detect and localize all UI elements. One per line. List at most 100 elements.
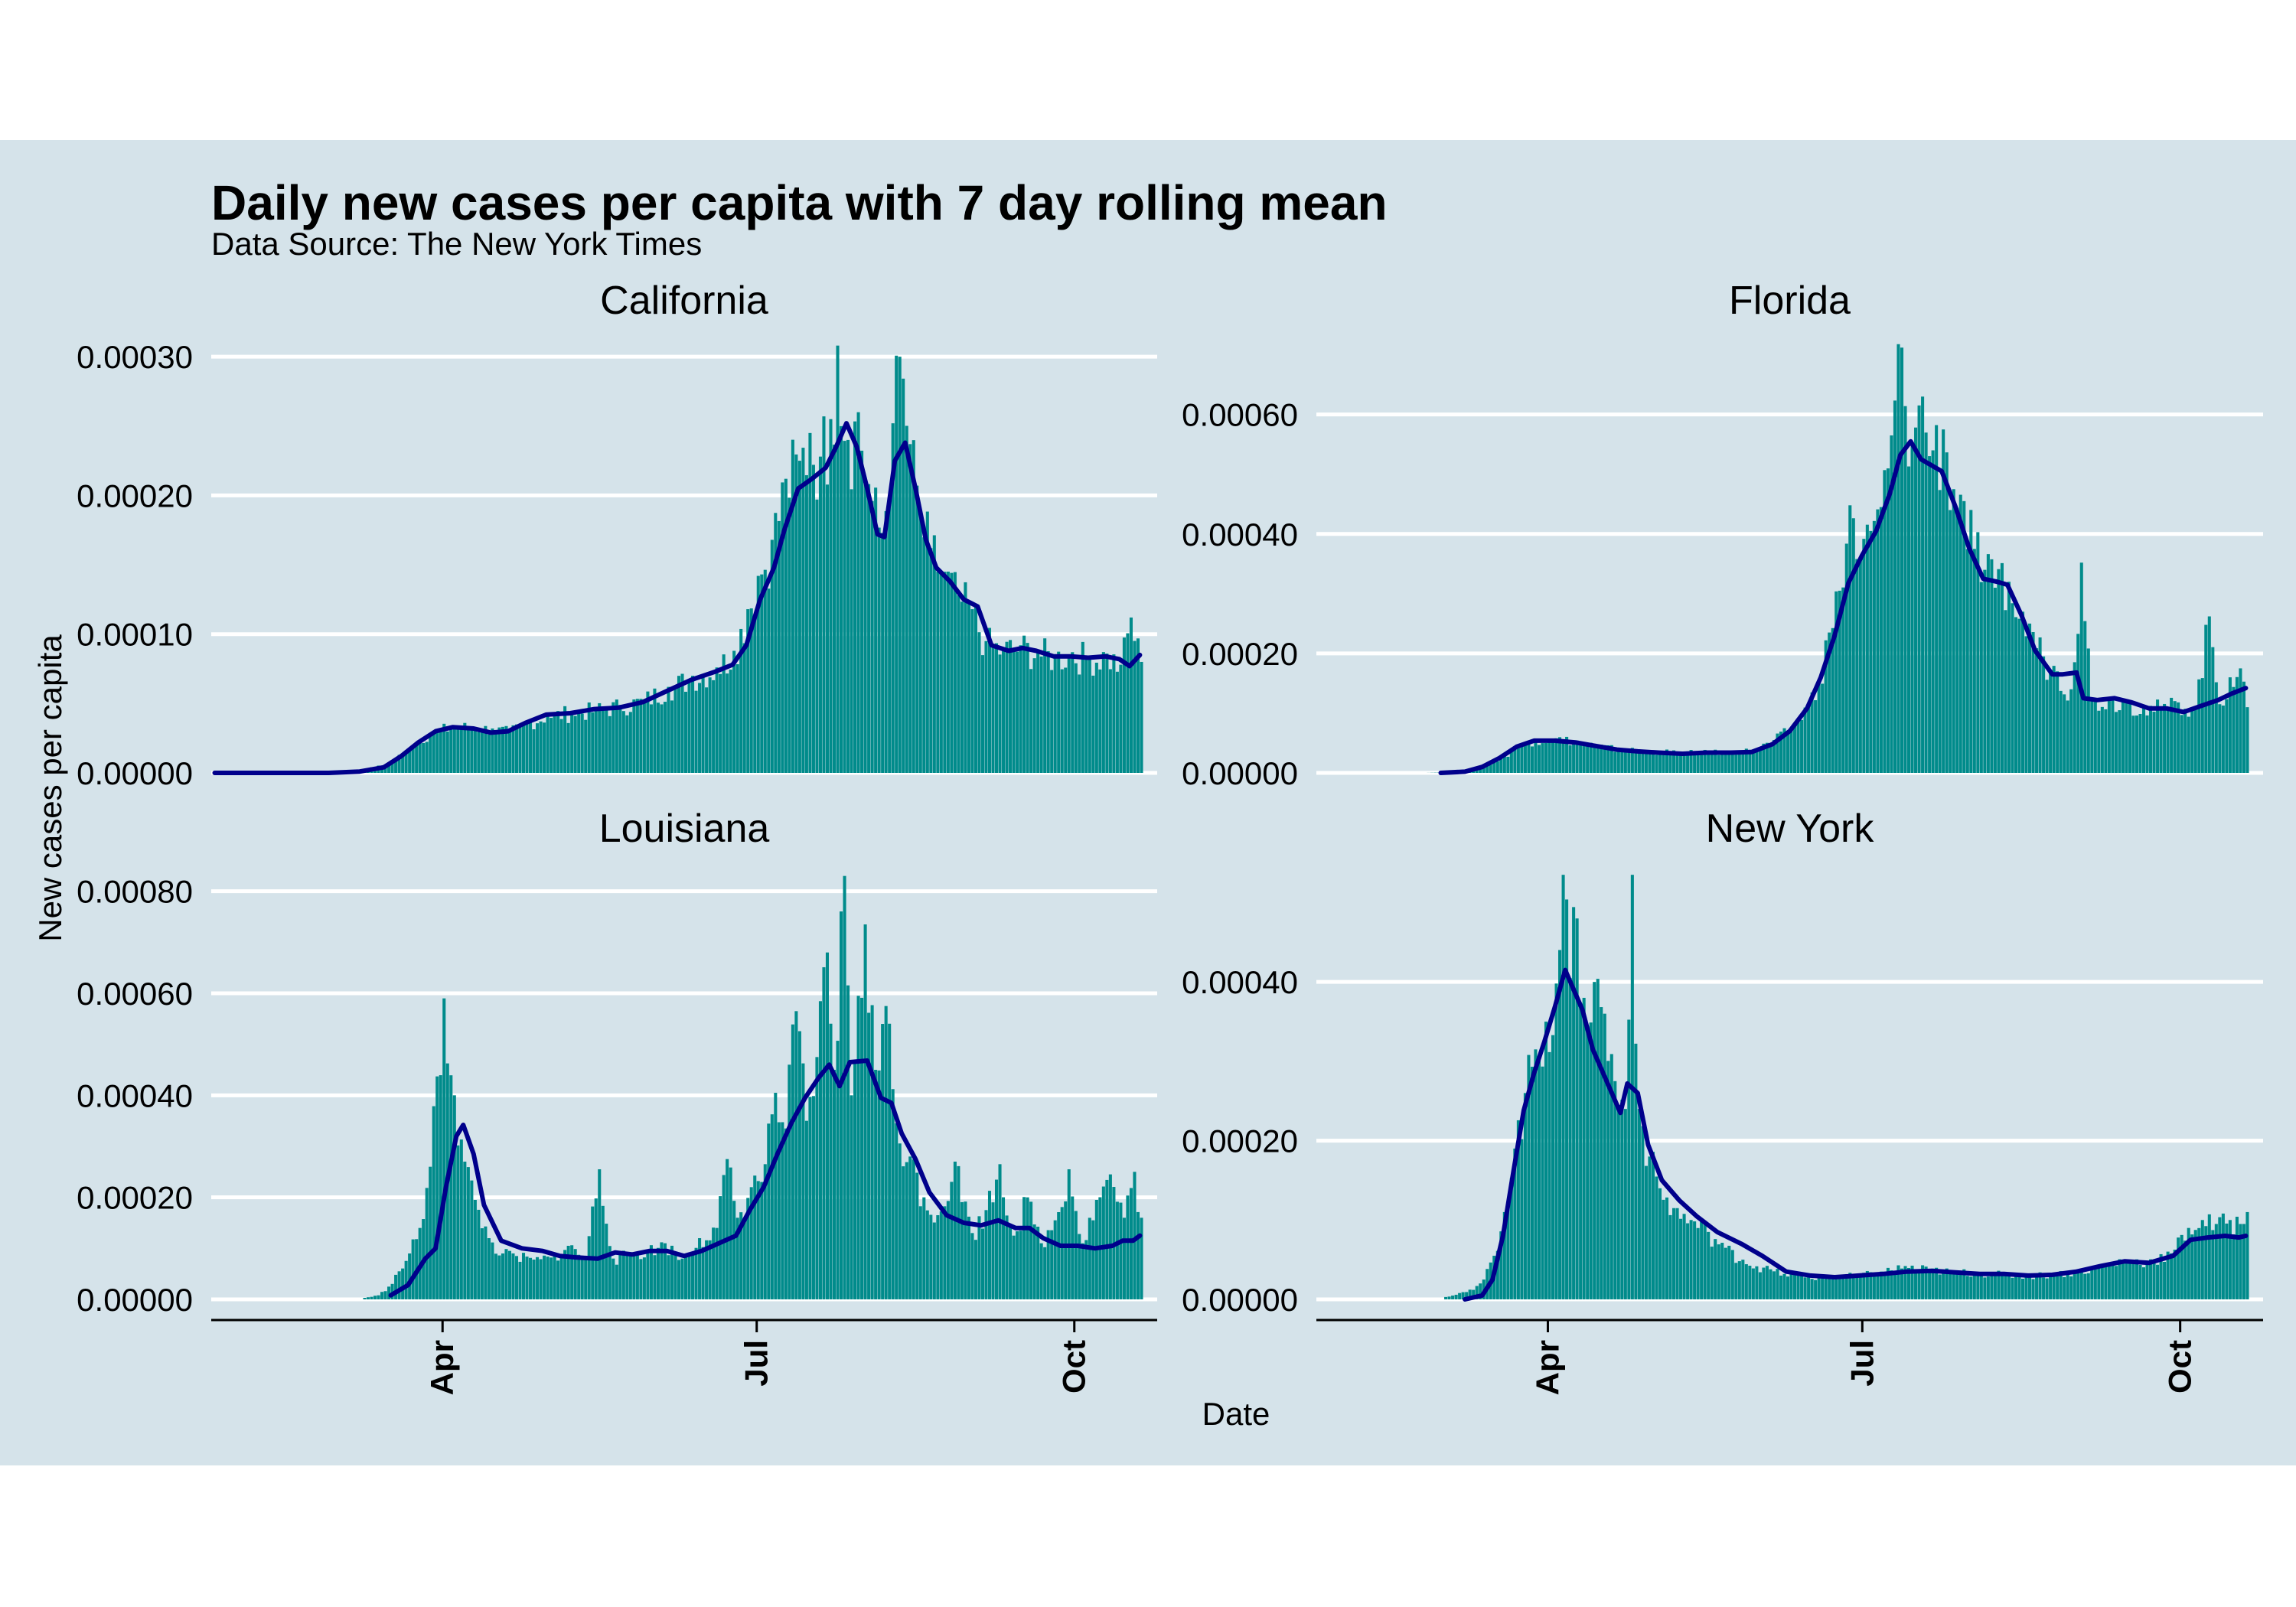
bar-louisiana xyxy=(525,1257,529,1299)
bar-california xyxy=(1019,645,1022,773)
bar-louisiana xyxy=(491,1242,494,1299)
bar-florida xyxy=(1520,743,1524,773)
bar-california xyxy=(767,588,771,773)
bar-louisiana xyxy=(888,1023,892,1299)
bar-florida xyxy=(1686,751,1690,773)
bar-california xyxy=(967,604,970,773)
bar-florida xyxy=(2073,662,2076,773)
bar-california xyxy=(673,685,677,773)
bar-new-york xyxy=(1744,1264,1748,1299)
bar-louisiana xyxy=(846,985,850,1299)
bar-louisiana xyxy=(632,1254,636,1299)
bar-florida xyxy=(1942,429,1945,773)
bar-new-york xyxy=(1627,1019,1631,1299)
bar-new-york xyxy=(1582,997,1586,1299)
bar-louisiana xyxy=(543,1255,546,1299)
bar-louisiana xyxy=(1016,1231,1019,1299)
bar-louisiana xyxy=(895,1123,899,1299)
bar-florida xyxy=(1779,732,1783,773)
bar-louisiana xyxy=(729,1167,732,1299)
bar-california xyxy=(895,355,899,774)
bar-california xyxy=(742,643,746,773)
bar-louisiana xyxy=(781,1122,784,1299)
bar-florida xyxy=(2004,610,2007,773)
bar-florida xyxy=(1596,745,1600,773)
bar-florida xyxy=(1841,587,1845,773)
bar-louisiana xyxy=(580,1257,584,1299)
bar-florida xyxy=(1492,762,1496,773)
bar-california xyxy=(691,676,695,773)
bar-california xyxy=(953,572,957,773)
bar-florida xyxy=(1979,582,1983,773)
bar-new-york xyxy=(1921,1265,1925,1299)
bar-florida xyxy=(1730,751,1734,773)
bar-california xyxy=(715,667,719,773)
bar-california xyxy=(487,734,491,773)
bar-new-york xyxy=(1696,1227,1700,1299)
bar-louisiana xyxy=(1136,1211,1140,1299)
bar-california xyxy=(987,627,992,773)
bar-california xyxy=(445,731,449,773)
bar-louisiana xyxy=(380,1292,384,1299)
bar-louisiana xyxy=(373,1296,377,1299)
bar-florida xyxy=(1844,543,1848,773)
bar-florida xyxy=(1828,632,1831,773)
bar-florida xyxy=(2152,712,2156,773)
bar-louisiana xyxy=(1088,1217,1091,1299)
bar-louisiana xyxy=(363,1298,367,1299)
bar-new-york xyxy=(1565,899,1569,1299)
bar-louisiana xyxy=(536,1257,540,1299)
bar-louisiana xyxy=(746,1198,750,1299)
bar-louisiana xyxy=(705,1240,709,1299)
bar-florida xyxy=(1548,742,1551,773)
bar-florida xyxy=(1765,742,1769,773)
bar-california xyxy=(905,425,908,773)
bar-florida xyxy=(1962,500,1966,773)
bar-new-york xyxy=(1872,1275,1876,1299)
bar-florida xyxy=(1737,754,1741,773)
bar-florida xyxy=(1499,758,1503,773)
bar-new-york xyxy=(1593,982,1596,1299)
bar-california xyxy=(957,595,960,773)
bar-louisiana xyxy=(905,1162,908,1299)
bar-louisiana xyxy=(1078,1234,1081,1299)
bar-louisiana xyxy=(601,1205,605,1299)
bar-california xyxy=(822,416,826,773)
bar-florida xyxy=(2028,623,2032,773)
bar-california xyxy=(473,727,477,773)
plot-background xyxy=(0,140,2296,1465)
bar-louisiana xyxy=(884,1006,888,1299)
bar-california xyxy=(1112,654,1116,773)
bar-new-york xyxy=(1551,1035,1555,1299)
bar-florida xyxy=(1924,432,1928,773)
bar-louisiana xyxy=(735,1217,739,1299)
rolling-mean-line-new-york xyxy=(1463,967,2249,1302)
bar-california xyxy=(749,608,753,773)
bar-florida xyxy=(1551,742,1555,773)
bar-louisiana xyxy=(470,1180,474,1299)
bar-california xyxy=(984,641,988,773)
bar-florida xyxy=(1935,425,1939,773)
bar-new-york xyxy=(1886,1267,1890,1299)
bar-florida xyxy=(2159,707,2163,773)
bar-california xyxy=(1053,654,1057,773)
bar-new-york xyxy=(1458,1292,1462,1299)
bar-louisiana xyxy=(501,1253,504,1299)
bar-california xyxy=(584,719,588,773)
bar-california xyxy=(980,655,985,773)
bar-new-york xyxy=(1828,1276,1831,1299)
bar-louisiana xyxy=(929,1214,933,1299)
bar-new-york xyxy=(2111,1263,2115,1299)
bar-louisiana xyxy=(791,1024,794,1299)
bar-florida xyxy=(1928,456,1932,773)
bar-new-york xyxy=(1572,907,1576,1299)
bar-california xyxy=(556,711,560,773)
bar-florida xyxy=(1489,764,1492,773)
bar-louisiana xyxy=(521,1253,526,1299)
bar-florida xyxy=(1890,435,1893,773)
bar-new-york xyxy=(2107,1264,2111,1299)
bar-california xyxy=(559,719,563,773)
bar-florida xyxy=(1634,751,1638,773)
bar-louisiana xyxy=(387,1286,391,1299)
bar-california xyxy=(628,712,632,773)
